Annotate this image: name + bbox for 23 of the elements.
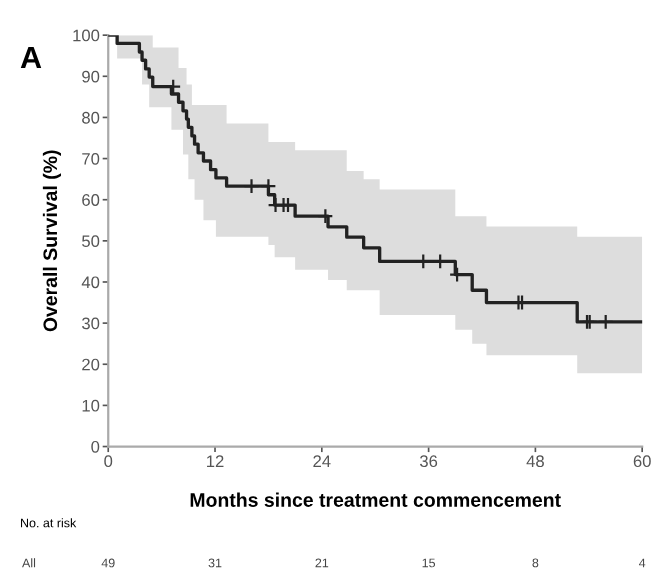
y-tick-label: 60 [82,194,100,206]
y-tick-label: 100 [73,29,100,42]
y-tick-label: 70 [82,152,100,165]
x-tick-label: 0 [104,455,113,468]
x-tick-label: 24 [313,455,331,467]
point [317,208,334,225]
x-tick-label: 36 [419,455,438,468]
y-tick-label: 0 [91,440,100,453]
y-tick-label: 50 [82,235,100,248]
point [243,178,260,195]
text: A [20,46,42,68]
point [597,313,614,330]
x-tick-label: 12 [207,455,224,467]
x-tick-label: 60 [633,455,651,468]
y-tick-label: 20 [82,358,100,371]
y-tick-label: 40 [81,276,100,289]
y-axis-title: Overall Survival (%) [42,150,61,332]
y-tick-label: 80 [82,111,100,124]
y-tick-label: 30 [82,317,100,330]
x-tick-label: 48 [526,455,544,468]
x-axis-title: Months since treatment commencement [190,492,561,507]
y-tick-label: 10 [82,399,100,412]
y-tick-label: 90 [82,70,100,83]
